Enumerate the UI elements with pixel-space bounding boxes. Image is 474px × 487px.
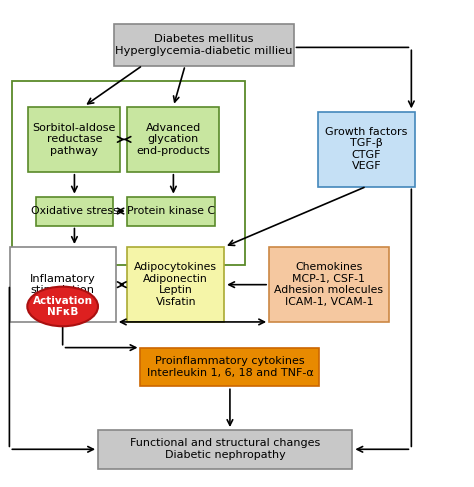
FancyBboxPatch shape <box>128 197 215 225</box>
Text: Chemokines
MCP-1, CSF-1
Adhesion molecules
ICAM-1, VCAM-1: Chemokines MCP-1, CSF-1 Adhesion molecul… <box>274 262 383 307</box>
FancyBboxPatch shape <box>28 107 120 172</box>
Ellipse shape <box>27 287 98 326</box>
Text: Protein kinase C: Protein kinase C <box>127 206 215 216</box>
Text: Inflamatory
stimulation: Inflamatory stimulation <box>30 274 96 296</box>
Text: Oxidative stress: Oxidative stress <box>31 206 118 216</box>
FancyBboxPatch shape <box>9 247 116 322</box>
Text: Sorbitol-aldose
reductase
pathway: Sorbitol-aldose reductase pathway <box>33 123 116 156</box>
FancyBboxPatch shape <box>140 348 319 386</box>
Text: Proinflammatory cytokines
Interleukin 1, 6, 18 and TNF-α: Proinflammatory cytokines Interleukin 1,… <box>146 356 313 378</box>
Text: Activation
NFκB: Activation NFκB <box>33 296 92 317</box>
FancyBboxPatch shape <box>318 112 415 187</box>
Text: Advanced
glycation
end-products: Advanced glycation end-products <box>137 123 210 156</box>
FancyBboxPatch shape <box>36 197 113 225</box>
FancyBboxPatch shape <box>269 247 389 322</box>
FancyBboxPatch shape <box>128 247 224 322</box>
Text: Functional and structural changes
Diabetic nephropathy: Functional and structural changes Diabet… <box>130 438 320 460</box>
FancyBboxPatch shape <box>115 24 293 66</box>
FancyBboxPatch shape <box>98 430 353 468</box>
Text: Growth factors
TGF-β
CTGF
VEGF: Growth factors TGF-β CTGF VEGF <box>325 127 408 171</box>
Text: Diabetes mellitus
Hyperglycemia-diabetic millieu: Diabetes mellitus Hyperglycemia-diabetic… <box>115 34 293 56</box>
FancyBboxPatch shape <box>128 107 219 172</box>
Text: Adipocytokines
Adiponectin
Leptin
Visfatin: Adipocytokines Adiponectin Leptin Visfat… <box>134 262 217 307</box>
